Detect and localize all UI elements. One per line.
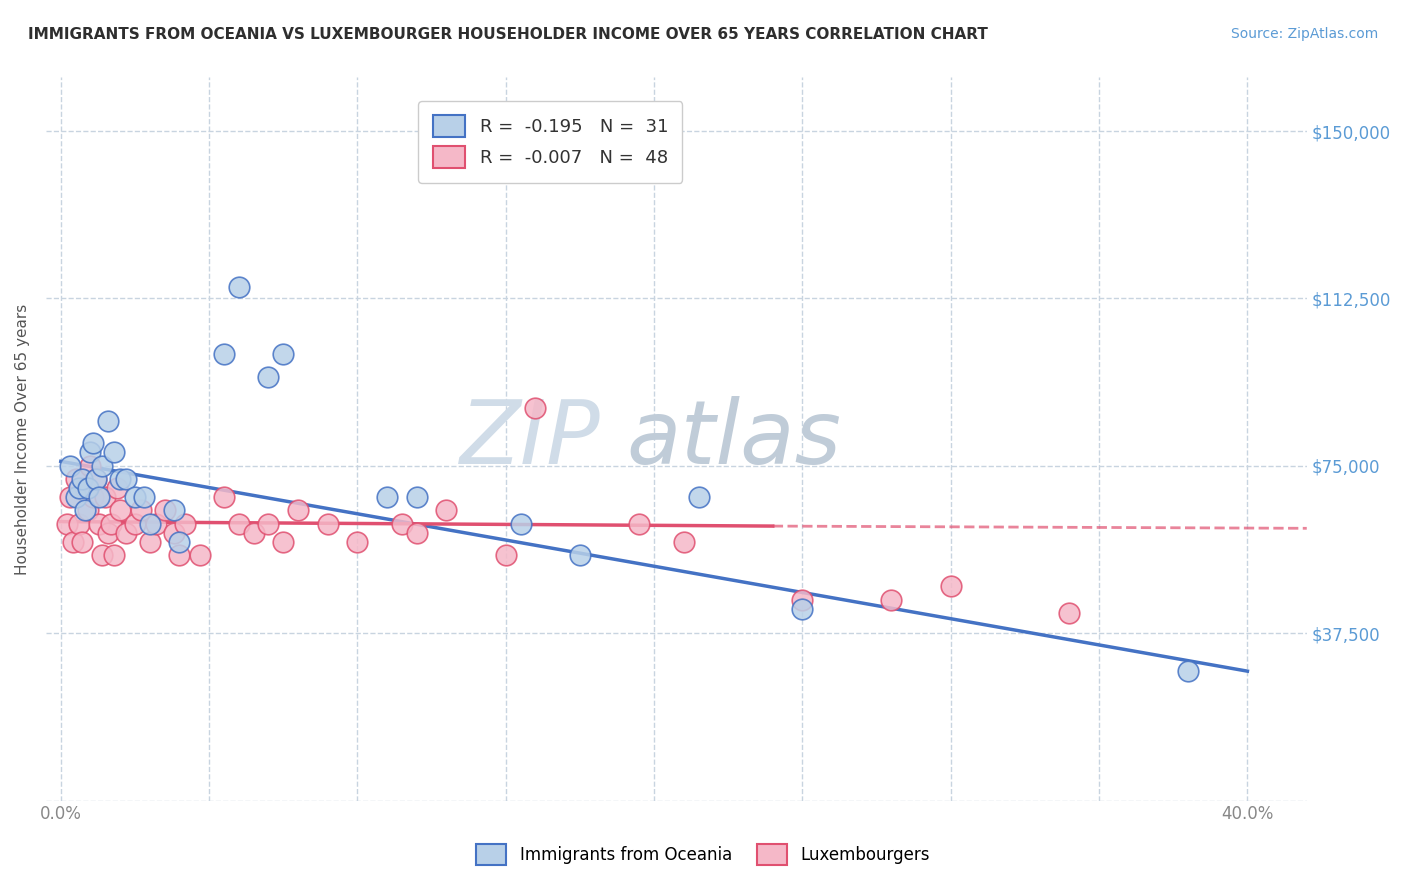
Text: IMMIGRANTS FROM OCEANIA VS LUXEMBOURGER HOUSEHOLDER INCOME OVER 65 YEARS CORRELA: IMMIGRANTS FROM OCEANIA VS LUXEMBOURGER … [28, 27, 988, 42]
Point [1059, 606, 1081, 620]
Point [139, 516, 162, 531]
Point [82, 490, 104, 504]
Point [257, 516, 280, 531]
Point [91, 548, 114, 562]
Point [139, 534, 162, 549]
Point [346, 534, 368, 549]
Point [1177, 664, 1199, 678]
Point [108, 503, 131, 517]
Point [271, 534, 294, 549]
Point [228, 280, 250, 294]
Point [162, 503, 184, 517]
Point [76, 503, 98, 517]
Point [70, 534, 93, 549]
Point [628, 516, 651, 531]
Point [568, 548, 591, 562]
Point [103, 445, 125, 459]
Point [124, 516, 146, 531]
Text: atlas: atlas [626, 396, 841, 482]
Point [86, 472, 108, 486]
Point [257, 369, 280, 384]
Point [129, 503, 152, 517]
Point [97, 525, 120, 540]
Point [59, 458, 82, 473]
Point [103, 548, 125, 562]
Point [79, 458, 101, 473]
Point [132, 490, 155, 504]
Point [792, 592, 814, 607]
Point [145, 516, 167, 531]
Point [939, 579, 962, 593]
Point [212, 347, 235, 361]
Point [271, 347, 294, 361]
Point [162, 525, 184, 540]
Point [316, 516, 339, 531]
Text: ZIP: ZIP [460, 396, 600, 482]
Point [89, 516, 111, 531]
Legend: Immigrants from Oceania, Luxembourgers: Immigrants from Oceania, Luxembourgers [467, 834, 939, 875]
Point [62, 534, 84, 549]
Point [792, 601, 814, 615]
Text: Source: ZipAtlas.com: Source: ZipAtlas.com [1230, 27, 1378, 41]
Point [115, 472, 138, 486]
Point [405, 490, 427, 504]
Point [91, 458, 114, 473]
Point [287, 503, 309, 517]
Point [67, 481, 90, 495]
Point [94, 490, 117, 504]
Point [153, 503, 176, 517]
Y-axis label: Householder Income Over 65 years: Householder Income Over 65 years [15, 303, 30, 574]
Point [169, 534, 191, 549]
Point [108, 472, 131, 486]
Point [79, 445, 101, 459]
Point [375, 490, 398, 504]
Point [169, 548, 191, 562]
Point [70, 472, 93, 486]
Point [73, 481, 96, 495]
Point [188, 548, 211, 562]
Point [391, 516, 413, 531]
Point [67, 516, 90, 531]
Point [76, 481, 98, 495]
Point [97, 414, 120, 428]
Point [65, 472, 87, 486]
Point [73, 503, 96, 517]
Point [89, 490, 111, 504]
Point [436, 503, 458, 517]
Point [405, 525, 427, 540]
Point [242, 525, 264, 540]
Point [100, 516, 122, 531]
Point [672, 534, 695, 549]
Legend: R =  -0.195   N =  31, R =  -0.007   N =  48: R = -0.195 N = 31, R = -0.007 N = 48 [418, 101, 682, 183]
Point [59, 490, 82, 504]
Point [115, 525, 138, 540]
Point [880, 592, 903, 607]
Point [524, 401, 547, 415]
Point [495, 548, 517, 562]
Point [105, 481, 128, 495]
Point [212, 490, 235, 504]
Point [228, 516, 250, 531]
Point [174, 516, 197, 531]
Point [124, 490, 146, 504]
Point [688, 490, 710, 504]
Point [86, 472, 108, 486]
Point [55, 516, 77, 531]
Point [82, 436, 104, 450]
Point [65, 490, 87, 504]
Point [509, 516, 531, 531]
